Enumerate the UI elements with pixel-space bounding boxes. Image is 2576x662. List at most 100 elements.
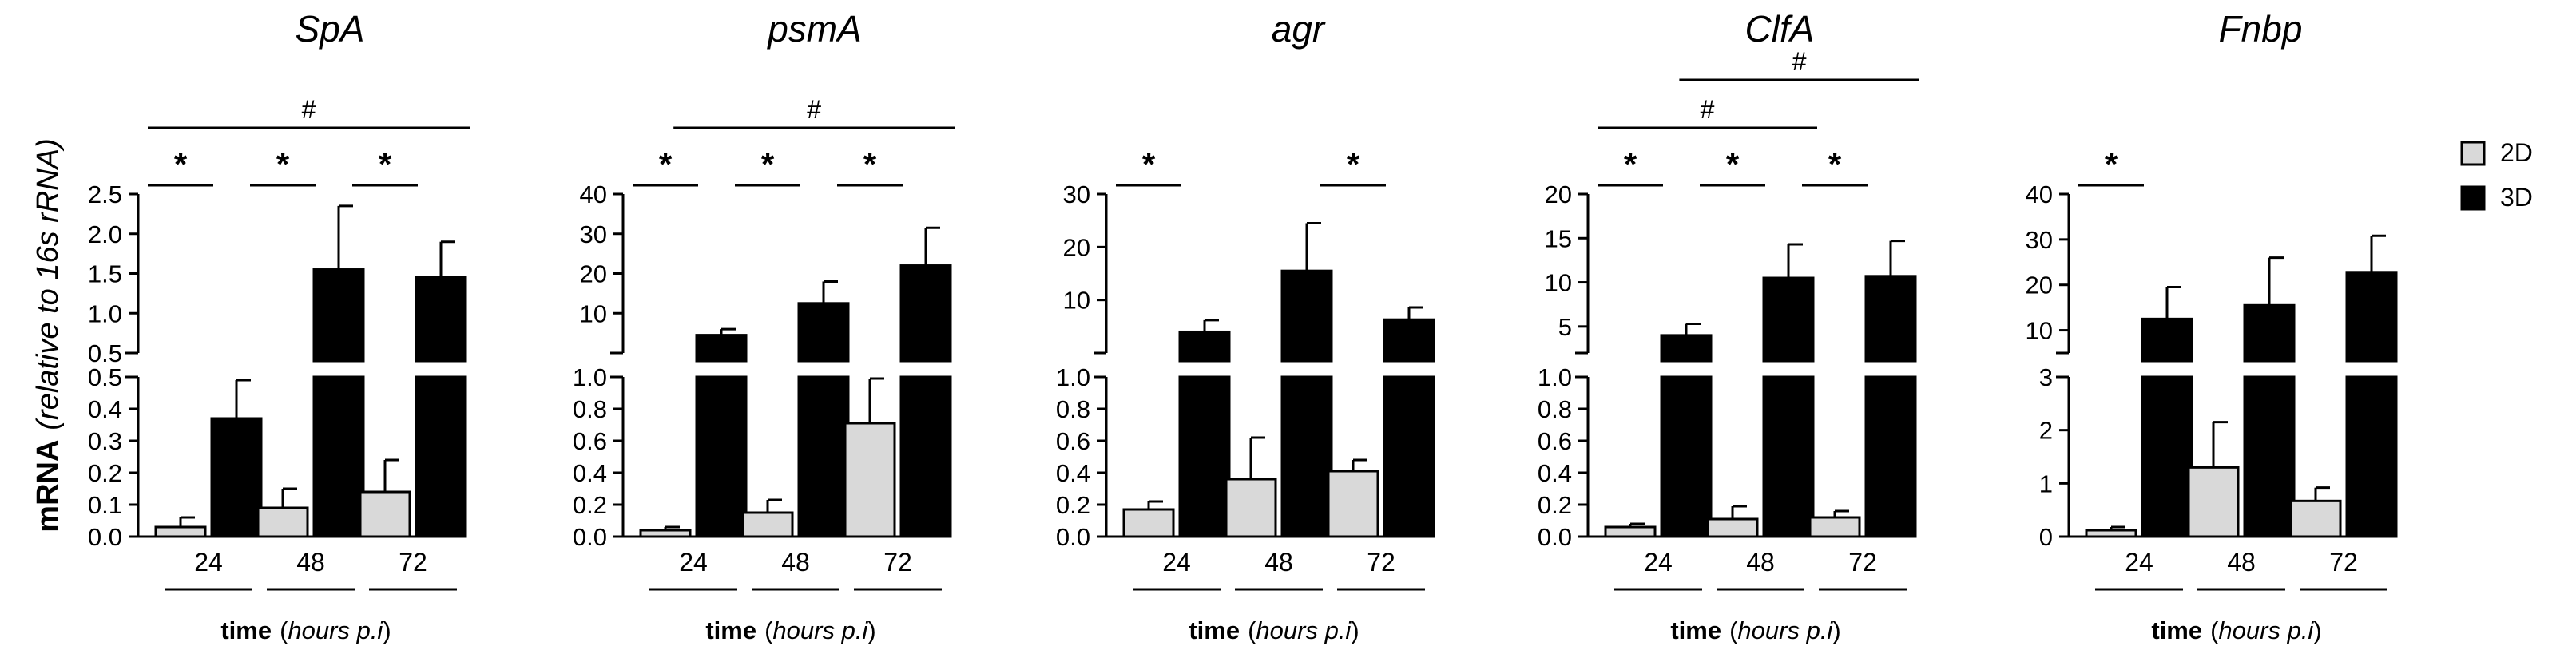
- panel-title: SpA: [296, 8, 365, 50]
- panel-title: psmA: [766, 8, 862, 50]
- bar-3D-72: [1383, 375, 1435, 538]
- x-axis-label-bold: time: [1189, 616, 1240, 644]
- bar-3D-24-upper: [695, 334, 748, 363]
- x-tick-label: 24: [2125, 548, 2153, 577]
- y-tick-label: 30: [580, 220, 607, 248]
- significance-label: *: [659, 145, 673, 183]
- y-tick-label: 30: [1063, 180, 1090, 208]
- x-axis-label-paren: ): [867, 616, 875, 644]
- panel-agr: agr 0.0 0.2 0.4 0.6 0.8 1.0 10 20 30 24 48 72 time (ho…: [1056, 8, 1435, 644]
- x-tick-label: 72: [2329, 548, 2358, 577]
- panel-psmA: psmA 0.0 0.2 0.4 0.6 0.8 1.0 10 20 30 40 24 48 72 time…: [573, 8, 955, 644]
- y-axis-label-italic: (relative to 16s rRNA): [31, 138, 65, 430]
- y-tick-label: 5: [1558, 313, 1572, 341]
- y-tick-label: 15: [1545, 224, 1572, 252]
- y-tick-label: 0.4: [1538, 459, 1572, 487]
- legend-label-3D: 3D: [2500, 183, 2533, 212]
- x-axis-label-italic: hours p.i: [2218, 616, 2314, 644]
- panel-title: agr: [1272, 8, 1326, 50]
- x-tick-label: 48: [1264, 548, 1293, 577]
- y-tick-label: 10: [580, 299, 607, 327]
- y-tick-label: 1.0: [88, 299, 122, 327]
- x-tick-label: 72: [399, 548, 427, 577]
- y-tick-label: 1: [2039, 470, 2053, 497]
- bar-2D-24: [2085, 529, 2137, 538]
- x-axis-label: time (hours p.i): [705, 616, 875, 644]
- significance-label: *: [1828, 145, 1842, 183]
- bar-2D-24: [639, 529, 692, 538]
- x-axis-label-paren: (: [2210, 616, 2219, 644]
- bar-3D-24-upper: [2141, 317, 2193, 363]
- bar-3D-72: [899, 375, 952, 538]
- y-tick-label: 0.2: [1538, 491, 1572, 519]
- y-tick-label: 0.1: [88, 491, 122, 519]
- legend: 2D 3D: [2460, 138, 2533, 212]
- significance-label: *: [1726, 145, 1740, 183]
- x-axis-label-italic: hours p.i: [772, 616, 868, 644]
- x-axis-label-italic: hours p.i: [288, 616, 383, 644]
- bar-2D-72: [2289, 499, 2342, 538]
- y-tick-label: 1.5: [88, 260, 122, 288]
- bar-2D-24: [154, 525, 207, 538]
- significance-label: *: [863, 145, 877, 183]
- legend-swatch-3D: [2460, 185, 2486, 211]
- x-axis-label-paren: ): [383, 616, 391, 644]
- significance-label: *: [174, 145, 188, 183]
- y-tick-label: 0.5: [88, 339, 122, 367]
- x-axis-label-bold: time: [2151, 616, 2202, 644]
- y-tick-label: 0: [2039, 523, 2053, 551]
- y-tick-label: 0.8: [1538, 395, 1572, 423]
- panel-SpA: SpA 0.0 0.1 0.2 0.3 0.4 0.50.5 1.0 1.5 2.0 2.5 24 48…: [88, 8, 470, 644]
- bar-2D-48: [256, 506, 309, 538]
- bar-3D-24: [210, 417, 263, 538]
- x-axis-label-bold: time: [220, 616, 272, 644]
- bar-3D-72-upper: [415, 276, 467, 363]
- y-tick-label: 1.0: [1056, 363, 1090, 391]
- y-tick-label: 10: [1545, 269, 1572, 297]
- bar-3D-48: [312, 375, 365, 538]
- bar-3D-48: [1762, 375, 1815, 538]
- bar-3D-72: [415, 375, 467, 538]
- y-tick-label: 40: [580, 180, 607, 208]
- x-axis-label: time (hours p.i): [220, 616, 391, 644]
- panel-title: Fnbp: [2219, 8, 2303, 50]
- x-tick-label: 24: [1644, 548, 1673, 577]
- x-axis-label-paren: (: [764, 616, 773, 644]
- bar-3D-72: [2345, 375, 2398, 538]
- bar-2D-72: [1808, 516, 1861, 538]
- legend-label-2D: 2D: [2500, 138, 2533, 167]
- x-axis-label-bold: time: [1670, 616, 1721, 644]
- y-tick-label: 20: [580, 260, 607, 288]
- y-tick-label: 0.5: [88, 363, 122, 391]
- significance-label: #: [1792, 47, 1807, 76]
- y-axis-label-bold: mRNA: [31, 440, 65, 533]
- x-axis-label-paren: (: [1729, 616, 1738, 644]
- y-tick-label: 0.0: [1056, 523, 1090, 551]
- x-axis-label-italic: hours p.i: [1737, 616, 1833, 644]
- y-tick-label: 0.4: [573, 459, 607, 487]
- x-axis-label-bold: time: [705, 616, 756, 644]
- y-tick-label: 0.2: [1056, 491, 1090, 519]
- bar-2D-48: [741, 511, 794, 538]
- y-tick-label: 0.4: [1056, 459, 1090, 487]
- x-tick-label: 48: [1746, 548, 1775, 577]
- panel-Fnbp: Fnbp 0 1 2 3 10 20 30 40 24 48 72 time (hours p.i) *: [2026, 8, 2398, 644]
- y-tick-label: 2.0: [88, 220, 122, 248]
- bar-2D-48: [1706, 517, 1759, 538]
- bar-3D-48: [797, 375, 850, 538]
- x-axis-label-paren: ): [2313, 616, 2321, 644]
- bar-3D-48: [2243, 375, 2296, 538]
- chart-panels: SpA 0.0 0.1 0.2 0.3 0.4 0.50.5 1.0 1.5 2.0 2.5 24 48…: [88, 8, 2398, 644]
- significance-label: *: [2105, 145, 2118, 183]
- bar-3D-48: [1280, 375, 1333, 538]
- panel-ClfA: ClfA 0.0 0.2 0.4 0.6 0.8 1.0 5 10 15 20 24 48 72 time (…: [1538, 8, 1919, 644]
- y-tick-label: 20: [2026, 272, 2053, 299]
- bar-2D-48: [1224, 478, 1277, 538]
- y-tick-label: 0.2: [573, 491, 607, 519]
- x-tick-label: 24: [679, 548, 708, 577]
- bar-3D-24: [1660, 375, 1713, 538]
- y-tick-label: 0.8: [573, 395, 607, 423]
- y-tick-label: 0.4: [88, 395, 122, 423]
